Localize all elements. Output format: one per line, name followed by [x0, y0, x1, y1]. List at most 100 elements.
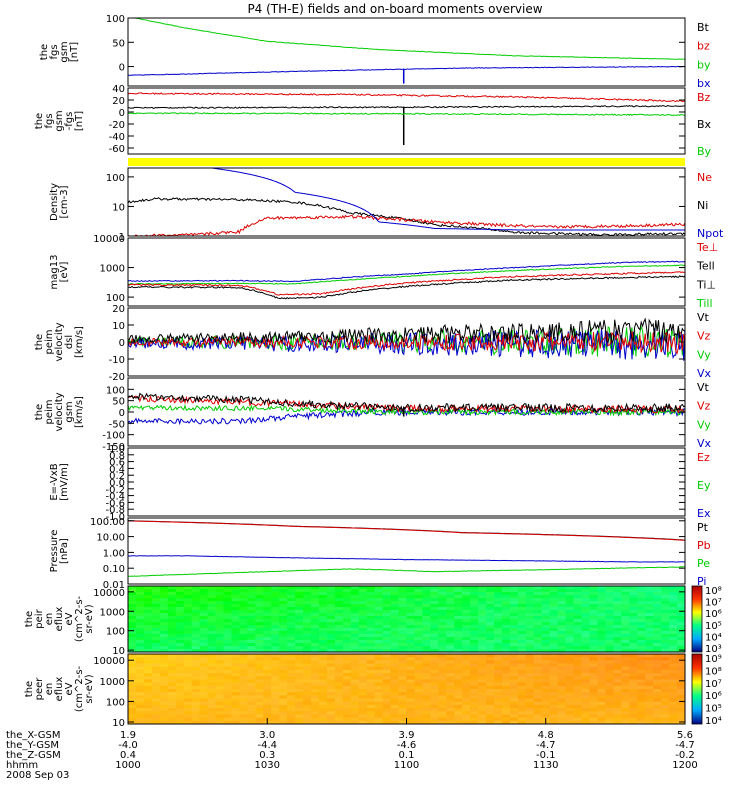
heatmap-cell [175, 598, 185, 602]
heatmap-cell [462, 598, 471, 602]
heatmap-cell [669, 622, 678, 626]
heatmap-cell [167, 610, 177, 614]
heatmap-cell [494, 698, 503, 703]
heatmap-cell [533, 589, 543, 593]
heatmap-cell [422, 714, 431, 719]
series-line-red [127, 92, 686, 103]
heatmap-cell [581, 595, 591, 599]
heatmap-cell [159, 616, 169, 620]
heatmap-cell [414, 708, 423, 712]
heatmap-cell [167, 589, 177, 593]
legend-entry: Pt [697, 521, 709, 534]
heatmap-cell [342, 601, 352, 605]
heatmap-cell [517, 714, 527, 719]
heatmap-cell [501, 704, 511, 709]
y-tick-label: 1.0 [109, 444, 125, 455]
heatmap-cell [207, 689, 217, 693]
heatmap-cell [255, 698, 264, 703]
heatmap-cell [183, 666, 193, 671]
heatmap-cell [199, 679, 209, 684]
heatmap-cell [454, 628, 463, 632]
heatmap-cell [581, 660, 591, 665]
heatmap-cell [573, 708, 583, 712]
heatmap-cell [223, 649, 232, 653]
heatmap-cell [334, 613, 344, 617]
heatmap-cell [422, 654, 431, 658]
heatmap-cell [159, 657, 169, 661]
heatmap-cell [565, 616, 575, 620]
y-axis-label: fgs [49, 44, 60, 59]
y-axis-label: the [34, 404, 45, 420]
heatmap-cell [398, 595, 407, 599]
heatmap-cell [645, 649, 654, 653]
legend-entry: Bx [697, 118, 712, 131]
heatmap-cell [215, 711, 224, 715]
heatmap-cell [191, 592, 201, 596]
heatmap-cell [271, 631, 280, 635]
heatmap-cell [486, 631, 495, 635]
heatmap-cell [645, 717, 654, 722]
heatmap-cell [605, 679, 614, 684]
heatmap-cell [287, 711, 296, 715]
heatmap-cell [287, 625, 296, 629]
heatmap-cell [159, 640, 169, 644]
heatmap-cell [669, 704, 678, 709]
heatmap-cell [223, 701, 232, 706]
heatmap-cell [494, 717, 503, 722]
heatmap-cell [446, 598, 455, 602]
heatmap-cell [533, 610, 543, 614]
colorbar-label: 10⁶ [705, 609, 722, 620]
heatmap-cell [565, 701, 575, 706]
heatmap-cell [398, 701, 407, 706]
heatmap-cell [271, 616, 280, 620]
heatmap-cell [414, 679, 423, 684]
heatmap-cell [135, 643, 145, 647]
heatmap-cell [581, 717, 591, 722]
y-axis-label: sr-eV) [84, 674, 95, 703]
heatmap-cell [597, 631, 606, 635]
heatmap-cell [303, 586, 312, 590]
y-tick-label: 50 [112, 397, 125, 408]
heatmap-cell [573, 669, 583, 674]
heatmap-cell [358, 666, 368, 671]
heatmap-cell [199, 640, 209, 644]
heatmap-cell [247, 689, 256, 693]
heatmap-cell [605, 698, 614, 703]
heatmap-cell [573, 666, 583, 671]
heatmap-cell [374, 704, 384, 709]
heatmap-cell [470, 669, 479, 674]
heatmap-cell [183, 646, 193, 650]
heatmap-cell [358, 711, 368, 715]
heatmap-cell [271, 689, 280, 693]
heatmap-cell [438, 689, 447, 693]
heatmap-cell [128, 598, 137, 602]
heatmap-cell [621, 595, 630, 599]
heatmap-cell [501, 714, 511, 719]
ephemeris-value: 1200 [672, 760, 697, 771]
heatmap-cell [525, 625, 535, 629]
heatmap-cell [478, 592, 487, 596]
heatmap-cell [677, 604, 686, 608]
heatmap-cell [366, 610, 376, 614]
heatmap-cell [318, 622, 328, 626]
heatmap-cell [669, 586, 678, 590]
heatmap-cell [533, 601, 543, 605]
heatmap-cell [629, 598, 638, 602]
heatmap-cell [231, 720, 240, 725]
heatmap-cell [629, 695, 638, 700]
y-axis-label: [mV/m] [59, 463, 70, 501]
heatmap-cell [374, 607, 384, 611]
heatmap-cell [231, 634, 240, 638]
heatmap-cell [167, 673, 177, 677]
heatmap-cell [279, 711, 288, 715]
heatmap-cell [311, 666, 320, 671]
heatmap-cell [621, 720, 630, 725]
heatmap-cell [470, 649, 479, 653]
heatmap-cell [629, 586, 638, 590]
heatmap-cell [509, 692, 519, 696]
heatmap-cell [215, 679, 224, 684]
heatmap-cell [677, 685, 686, 690]
heatmap-cell [478, 625, 487, 629]
heatmap-cell [494, 666, 503, 671]
heatmap-cell [398, 666, 407, 671]
